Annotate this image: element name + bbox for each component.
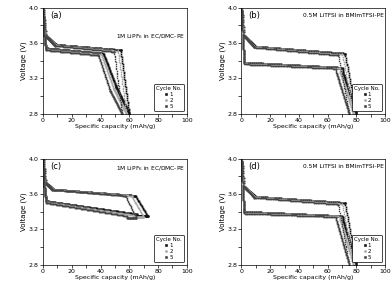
Text: (b): (b) <box>249 11 260 20</box>
Text: (a): (a) <box>50 11 62 20</box>
X-axis label: Specific capacity (mAh/g): Specific capacity (mAh/g) <box>273 275 353 281</box>
Text: 0.5M LiTFSI in BMImTFSI-PE: 0.5M LiTFSI in BMImTFSI-PE <box>303 164 384 169</box>
Legend: 1, 2, 5: 1, 2, 5 <box>154 235 184 262</box>
Text: 0.5M LiTFSI in BMImTFSI-PE: 0.5M LiTFSI in BMImTFSI-PE <box>303 13 384 18</box>
Y-axis label: Voltage (V): Voltage (V) <box>219 41 226 80</box>
X-axis label: Specific capacity (mAh/g): Specific capacity (mAh/g) <box>75 275 155 281</box>
X-axis label: Specific capacity (mAh/g): Specific capacity (mAh/g) <box>273 124 353 129</box>
Text: 1M LiPF$_6$ in EC/DMC-PE: 1M LiPF$_6$ in EC/DMC-PE <box>117 164 185 173</box>
Text: 1M LiPF$_6$ in EC/DMC-PE: 1M LiPF$_6$ in EC/DMC-PE <box>117 32 185 41</box>
Legend: 1, 2, 5: 1, 2, 5 <box>154 84 184 111</box>
Legend: 1, 2, 5: 1, 2, 5 <box>352 84 382 111</box>
Y-axis label: Voltage (V): Voltage (V) <box>219 192 226 231</box>
Text: (d): (d) <box>249 162 260 171</box>
X-axis label: Specific capacity (mAh/g): Specific capacity (mAh/g) <box>75 124 155 129</box>
Legend: 1, 2, 5: 1, 2, 5 <box>352 235 382 262</box>
Y-axis label: Voltage (V): Voltage (V) <box>21 192 27 231</box>
Text: (c): (c) <box>50 162 61 171</box>
Y-axis label: Voltage (V): Voltage (V) <box>21 41 27 80</box>
